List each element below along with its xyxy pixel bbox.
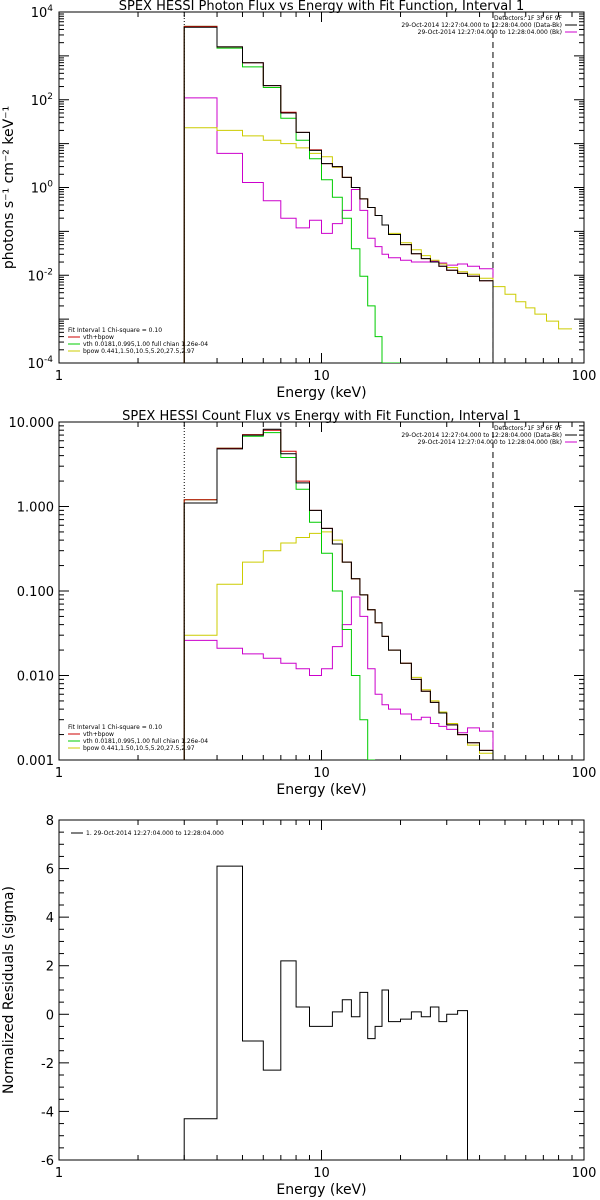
series-data [183,865,468,1160]
plot-frame [58,819,585,1161]
series-vth [183,432,376,760]
y-axis-label: Normalized Residuals (sigma) [1,886,17,1094]
y-tick-label: 10-4 [27,355,53,372]
x-axis-label: Energy (keV) [276,385,366,401]
legend-bottom-entry: vth 0.0181,0.995,1.00 full chian 1.26e-0… [83,341,208,348]
x-tick-label: 10 [313,1166,330,1181]
chart-panel-2: 1 10 100 0.001 0.010 0.100 1.000 10.000 SPEX HES… [9,409,597,798]
legend-top-entry: 29-Oct-2014 12:27:04.000 to 12:28:04.000… [401,22,562,29]
y-tick-label: 0 [46,1008,54,1023]
chart-panel-3: 1 10 100 -6 -4 -2 0 2 4 6 8 Energy (keV) Normalized … [1,814,596,1198]
chart-title: SPEX HESSI Photon Flux vs Energy with Fi… [119,0,525,14]
series-bpow [183,531,494,760]
legend-top-entry: Detectors: 1F 3F 6F 9F [494,425,563,432]
x-tick-label: 100 [572,1166,597,1181]
x-tick-label: 100 [572,766,597,781]
legend-bottom-entry: vth 0.0181,0.995,1.00 full chian 1.26e-0… [83,738,208,745]
y-tick-label: 102 [31,92,53,109]
chart-title: SPEX HESSI Count Flux vs Energy with Fit… [122,409,521,424]
series-vth [183,25,401,363]
y-tick-label: 100 [31,180,54,197]
legend-bottom-entry: Fit Interval 1 Chi-square = 0.10 [68,327,162,334]
series-group [183,428,494,760]
plot-frame [58,421,585,761]
legend-bottom-entry: Fit Interval 1 Chi-square = 0.10 [68,724,162,731]
x-tick-label: 1 [55,766,63,781]
legend-top-entry: 29-Oct-2014 12:27:04.000 to 12:28:04.000… [418,439,562,446]
legend-top-entry: 29-Oct-2014 12:27:04.000 to 12:28:04.000… [418,29,562,36]
series-background-series [183,596,494,760]
series-vth-bpow [183,25,494,363]
legend-top-entry: 1. 29-Oct-2014 12:27:04.000 to 12:28:04.… [86,830,224,837]
y-axis-label: photons s⁻¹ cm⁻² keV⁻¹ [1,106,17,269]
y-tick-label: 10.000 [9,416,55,431]
legend-bottom-entry: bpow 0.441,1.50,10.5,5.20,27.5,2.97 [83,348,195,355]
x-axis-label: Energy (keV) [276,782,366,798]
y-tick-label: 1.000 [17,501,54,516]
y-tick-label: 6 [46,863,54,878]
x-tick-label: 1 [55,1166,63,1181]
series-data [183,428,494,760]
plot-frame [58,11,585,364]
y-tick-label: -4 [41,1105,54,1120]
series-background-series [183,97,494,363]
y-tick-label: 10-2 [27,267,53,284]
y-tick-label: 104 [31,4,54,21]
y-tick-label: -6 [41,1154,54,1169]
chart-panel-1: 1 10 100 10-4 10-2 100 102 104 SPEX HESSI Photon… [1,0,596,401]
legend-bottom-entry: vth+bpow [83,731,114,738]
series-group [183,865,468,1160]
legend-top-entry: Detectors: 1F 3F 6F 9F [494,15,563,22]
y-tick-label: 0.010 [17,670,54,685]
legend-bottom-entry: bpow 0.441,1.50,10.5,5.20,27.5,2.97 [83,745,195,752]
series-vth-bpow [183,429,494,760]
y-tick-label: 0.100 [17,585,54,600]
series-group [183,25,572,363]
y-tick-label: 8 [46,814,54,829]
x-tick-label: 1 [55,369,63,384]
y-tick-label: 2 [46,960,54,975]
y-tick-label: 4 [46,911,54,926]
y-tick-label: 0.001 [17,754,54,769]
x-tick-label: 10 [313,766,330,781]
x-axis-label: Energy (keV) [276,1182,366,1198]
series-data [183,26,494,363]
x-tick-label: 10 [313,369,330,384]
x-tick-label: 100 [572,369,597,384]
legend-top-entry: 29-Oct-2014 12:27:04.000 to 12:28:04.000… [401,432,562,439]
y-tick-label: -2 [41,1057,54,1072]
legend-bottom-entry: vth+bpow [83,334,114,341]
